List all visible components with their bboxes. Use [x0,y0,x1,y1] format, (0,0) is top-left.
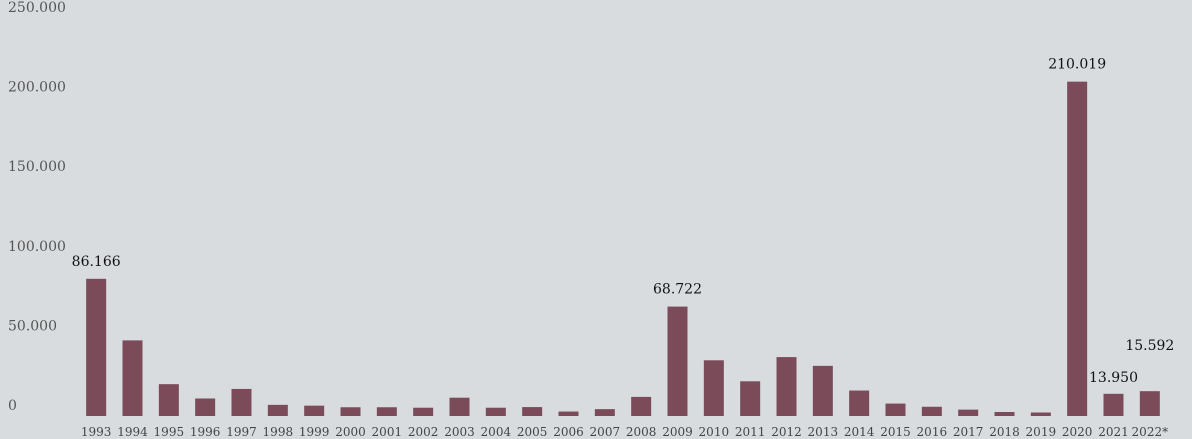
bar [1139,391,1160,416]
x-axis-tick-label: 1997 [226,425,257,439]
bar [776,357,797,416]
bar [921,406,942,416]
x-axis-tick-label: 1999 [299,425,330,439]
data-label: 210.019 [1048,57,1106,73]
y-axis-tick-label: 0 [8,398,17,414]
x-axis-tick-label: 2002 [408,425,439,439]
bar [594,409,615,416]
y-axis-tick-label: 200.000 [8,80,66,96]
x-axis-tick-label: 2012 [771,425,802,439]
bar [267,404,288,416]
x-axis-tick-label: 2020 [1062,425,1093,439]
y-axis-tick-label: 50.000 [8,318,57,334]
x-axis-tick-label: 2005 [517,425,548,439]
x-axis-tick-label: 2021 [1098,425,1129,439]
bar [667,306,688,416]
x-axis-tick-label: 2007 [590,425,621,439]
bar [1067,81,1088,416]
x-axis-tick-label: 1995 [154,425,185,439]
x-axis-tick-label: 2013 [808,425,839,439]
x-axis-tick-label: 2004 [481,425,512,439]
bar [958,409,979,416]
bar [631,396,652,416]
bar [1030,412,1051,416]
data-label: 68.722 [653,282,702,298]
x-axis-tick-labels: 1993 1994 1995 1996 1997 1998 1999 2000 2001 2002… [81,425,1168,439]
x-axis-tick-label: 2009 [662,425,693,439]
x-axis-tick-label: 2014 [844,425,875,439]
bar [340,407,361,416]
bar [86,278,107,416]
x-axis-tick-label: 2019 [1026,425,1057,439]
bar [885,403,906,416]
y-axis-tick-label: 100.000 [8,239,66,255]
x-axis-tick-label: 2008 [626,425,657,439]
x-axis-tick-label: 2006 [553,425,584,439]
x-axis-tick-label: 2010 [699,425,730,439]
y-axis-tick-label: 150.000 [8,159,66,175]
bar [994,412,1015,416]
x-axis-tick-label: 2000 [335,425,366,439]
x-axis-tick-label: 2018 [989,425,1020,439]
bar [195,398,216,416]
y-axis-tick-labels: 0 50.000 100.000 150.000 200.000 250.000 [8,0,66,414]
bar [449,397,470,416]
bar [703,360,724,416]
x-axis-tick-label: 2011 [735,425,766,439]
y-axis-tick-label: 250.000 [8,0,66,16]
bar [849,390,870,416]
bar [231,388,252,416]
x-axis-tick-label: 1996 [190,425,221,439]
data-label: 13.950 [1089,370,1138,386]
x-axis-tick-label: 1998 [263,425,294,439]
bar [558,411,579,416]
bar [522,407,543,416]
bar [376,407,397,416]
data-label: 86.166 [72,254,121,270]
x-axis-tick-label: 2003 [444,425,475,439]
bar [740,381,761,416]
data-label: 15.592 [1125,338,1174,354]
x-axis-tick-label: 2015 [880,425,911,439]
bar [158,384,179,416]
data-labels-group: 86.166 68.722 210.019 13.950 15.592 [72,57,1175,386]
x-axis-tick-label: 2016 [917,425,948,439]
x-axis-tick-label: 2022* [1132,425,1169,439]
bar [122,340,143,416]
bar [1103,393,1124,416]
x-axis-tick-label: 1993 [81,425,112,439]
bars-group [86,81,1160,416]
x-axis-tick-label: 2017 [953,425,984,439]
bar [485,407,506,416]
x-axis-tick-label: 2001 [372,425,403,439]
bar [304,405,325,416]
x-axis-tick-label: 1994 [117,425,148,439]
bar [413,407,434,416]
bar [812,365,833,416]
